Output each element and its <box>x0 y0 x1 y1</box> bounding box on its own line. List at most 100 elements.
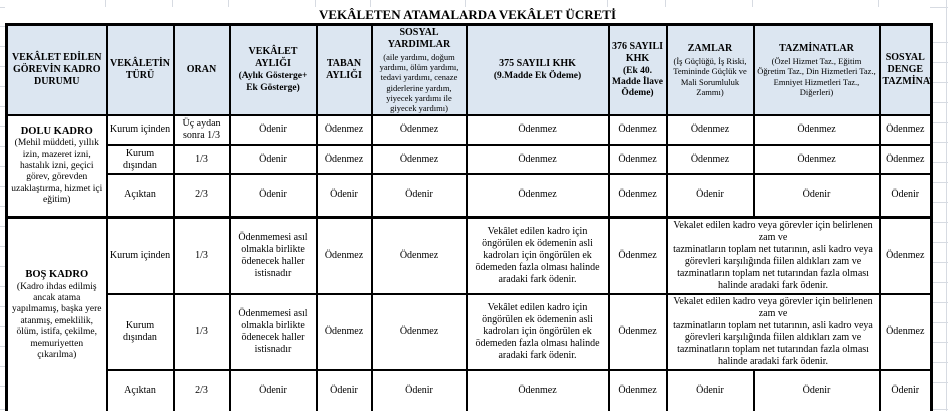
value-cell: Ödenir <box>228 173 318 219</box>
value-cell: 2/3 <box>172 173 231 219</box>
col-header-label: VEKÂLET AYLIĞI <box>248 46 298 70</box>
table-row: Açıktan 2/3 Ödenir Ödenir Ödenir Ödenmez… <box>7 368 933 411</box>
value-cell: Ödenmez <box>752 114 881 147</box>
col-header-taban-ayligi: TABAN AYLIĞI <box>315 23 373 117</box>
value-cell: Ödenir <box>228 144 318 176</box>
value-cell: Ödenir <box>878 368 933 411</box>
value-cell: Ödenmez <box>665 144 755 176</box>
value-cell: Ödenir <box>370 368 468 411</box>
col-header-label: TABAN AYLIĞI <box>326 58 362 82</box>
col-header-label: ZAMLAR <box>687 43 733 55</box>
value-cell: Kurum içinden <box>105 215 175 295</box>
value-cell: 1/3 <box>172 144 231 176</box>
value-cell: Ödenmez <box>315 114 373 147</box>
section-title-cell-dolu-kadro: DOLU KADRO (Mehil müddeti, yıllık izin, … <box>5 114 108 219</box>
col-header-label: ORAN <box>186 64 217 76</box>
col-header-subtitle: (Özel Hizmet Taz., Eğitim Öğretim Taz., … <box>757 56 876 97</box>
section-title: DOLU KADRO <box>20 126 93 138</box>
col-header-label: SOSYAL DENGE TAZMİNATI <box>882 52 930 88</box>
col-header-sosyal-denge: SOSYAL DENGE TAZMİNATI <box>878 23 933 117</box>
value-cell: Ödenmez <box>465 144 610 176</box>
value-cell: Ödenmez <box>607 368 668 411</box>
note-cell: Ödenmemesi asıl olmakla birlikte ödenece… <box>228 215 318 295</box>
note-cell-zam-tazminat: Vekalet edilen kadro veya görevler için … <box>665 215 881 295</box>
col-header-tazminatlar: TAZMİNATLAR (Özel Hizmet Taz., Eğitim Öğ… <box>752 23 881 117</box>
value-cell: Ödenmez <box>315 144 373 176</box>
value-cell: Ödenir <box>878 173 933 219</box>
gridline-margin-right <box>931 23 948 402</box>
value-cell: Kurum içinden <box>105 114 175 147</box>
section-description: (Kadro ihdas edilmiş ancak atama yapılma… <box>12 281 102 360</box>
table-row: DOLU KADRO (Mehil müddeti, yıllık izin, … <box>5 114 933 219</box>
value-cell: Ödenmez <box>607 215 668 295</box>
value-cell: Ödenmez <box>315 292 373 371</box>
table-row: Açıktan 2/3 Ödenir Ödenir Ödenir Ödenmez… <box>7 173 933 219</box>
value-cell: Kurum dışından <box>105 144 175 176</box>
value-cell: Ödenmez <box>370 292 468 371</box>
table-row: Kurum dışından 1/3 Ödenir Ödenmez Ödenme… <box>7 144 933 176</box>
col-header-oran: ORAN <box>172 23 231 117</box>
value-cell: Ödenmez <box>878 292 933 371</box>
col-header-label: 375 SAYILI KHK <box>499 57 576 69</box>
value-cell: Ödenmez <box>465 114 610 147</box>
value-cell: Ödenir <box>752 368 881 411</box>
value-cell: Ödenmez <box>878 114 933 147</box>
col-header-subtitle: (9.Madde Ek Ödeme) <box>493 70 582 81</box>
value-cell: Ödenir <box>752 173 881 219</box>
value-cell: 1/3 <box>172 292 231 371</box>
col-header-subtitle: (Aylık Gösterge+ Ek Gösterge) <box>238 71 308 93</box>
value-cell: Ödenmez <box>465 368 610 411</box>
value-cell: Ödenmez <box>607 292 668 371</box>
value-cell: Ödenir <box>315 368 373 411</box>
col-header-label: 376 SAYILI KHK <box>611 40 664 64</box>
section-title-cell-bos-kadro: BOŞ KADRO (Kadro ihdas edilmiş ancak ata… <box>5 215 108 411</box>
value-cell: 1/3 <box>172 215 231 295</box>
header-row: VEKÂLET EDİLEN GÖREVİN KADRO DURUMU VEKÂ… <box>5 23 933 117</box>
vekalet-ucreti-table: VEKÂLET EDİLEN GÖREVİN KADRO DURUMU VEKÂ… <box>5 23 933 411</box>
table-row: BOŞ KADRO (Kadro ihdas edilmiş ancak ata… <box>5 215 933 411</box>
col-header-sosyal-yardimlar: SOSYAL YARDIMLAR (aile yardımı, doğum ya… <box>370 23 468 117</box>
value-cell: Ödenir <box>665 173 755 219</box>
col-header-kadro-durumu: VEKÂLET EDİLEN GÖREVİN KADRO DURUMU <box>5 23 108 117</box>
value-cell: Ödenmez <box>315 215 373 295</box>
value-cell: Ödenir <box>370 173 468 219</box>
value-cell: Ödenmez <box>370 144 468 176</box>
table-row: Kurum dışından 1/3 Ödenmemesi asıl olmak… <box>7 292 933 371</box>
col-header-label: VEKÂLETİN TÜRÜ <box>109 58 170 82</box>
col-header-label: SOSYAL YARDIMLAR <box>387 27 451 50</box>
page-title: VEKÂLETEN ATAMALARDA VEKÂLET ÜCRETİ <box>5 7 930 23</box>
note-cell: Vekâlet edilen kadro için öngörülen ek ö… <box>465 292 610 371</box>
value-cell: Üç aydan sonra 1/3 <box>172 114 231 147</box>
section-description: (Mehil müddeti, yıllık izin, mazeret izn… <box>11 138 103 206</box>
value-cell: Ödenmez <box>370 215 468 295</box>
value-cell: Açıktan <box>105 173 175 219</box>
value-cell: Kurum dışından <box>105 292 175 371</box>
value-cell: Ödenmez <box>607 173 668 219</box>
value-cell: Ödenmez <box>607 114 668 147</box>
value-cell: Ödenmez <box>878 215 933 295</box>
value-cell: Açıktan <box>105 368 175 411</box>
col-header-376-khk: 376 SAYILI KHK (Ek 40. Madde İlave Ödeme… <box>607 23 668 117</box>
value-cell: Ödenmez <box>370 114 468 147</box>
col-header-vekalet-ayligi: VEKÂLET AYLIĞI (Aylık Gösterge+ Ek Göste… <box>228 23 318 117</box>
value-cell: Ödenmez <box>607 144 668 176</box>
value-cell: Ödenmez <box>665 114 755 147</box>
note-cell-zam-tazminat: Vekalet edilen kadro veya görevler için … <box>665 292 881 371</box>
value-cell: 2/3 <box>172 368 231 411</box>
col-header-subtitle: (İş Güçlüğü, İş Riski, Temininde Güçlük … <box>673 56 747 97</box>
value-cell: Ödenir <box>228 114 318 147</box>
note-cell: Ödenmemesi asıl olmakla birlikte ödenece… <box>228 292 318 371</box>
section-title: BOŞ KADRO <box>25 269 89 281</box>
note-cell: Vekâlet edilen kadro için öngörülen ek ö… <box>465 215 610 295</box>
col-header-subtitle: (Ek 40. Madde İlave Ödeme) <box>612 65 663 99</box>
gridline-margin-left <box>0 7 5 403</box>
value-cell: Ödenmez <box>878 144 933 176</box>
col-header-label: TAZMİNATLAR <box>779 43 854 55</box>
value-cell: Ödenmez <box>465 173 610 219</box>
value-cell: Ödenmez <box>752 144 881 176</box>
value-cell: Ödenir <box>665 368 755 411</box>
col-header-subtitle: (aile yardımı, doğum yardımı, ölüm yardı… <box>379 52 459 113</box>
value-cell: Ödenir <box>228 368 318 411</box>
value-cell: Ödenir <box>315 173 373 219</box>
col-header-375-khk: 375 SAYILI KHK (9.Madde Ek Ödeme) <box>465 23 610 117</box>
